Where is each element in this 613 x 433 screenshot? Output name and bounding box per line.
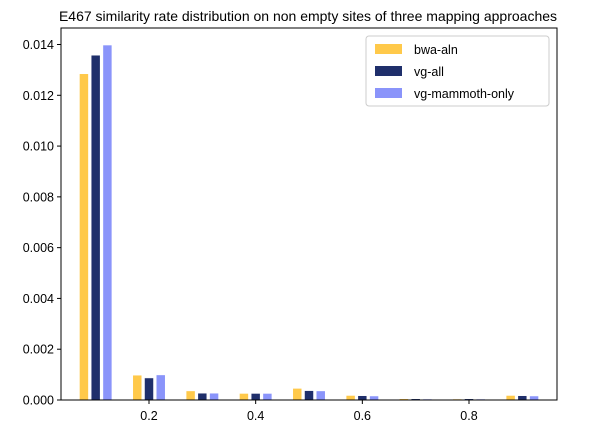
- bar-vg-all-1: [144, 377, 154, 401]
- axes-group: 0.000 0.002 0.004 0.006 0.008 0.010 0.012 0.014…: [23, 27, 558, 423]
- legend-label-vg-mammoth-only: vg-mammoth-only: [414, 87, 515, 101]
- bar-vg-mammoth-only-8: [529, 395, 539, 401]
- legend-swatch-vg-mammoth-only: [375, 88, 402, 98]
- legend-label-bwa-aln: bwa-aln: [414, 43, 458, 57]
- y-tick-label: 0.008: [23, 190, 54, 204]
- bar-bwa-aln-3: [239, 393, 249, 401]
- legend-box: [365, 35, 550, 107]
- legend-label-vg-all: vg-all: [414, 65, 444, 79]
- x-tick-label: 0.4: [247, 409, 264, 423]
- bar-bwa-aln-5: [345, 395, 356, 401]
- y-tick-label: 0.012: [23, 89, 54, 103]
- y-tick-label: 0.002: [23, 343, 54, 357]
- bar-vg-all-0: [90, 54, 101, 401]
- bar-vg-mammoth-only-3: [262, 393, 273, 401]
- bar-vg-mammoth-only-4: [315, 390, 326, 401]
- y-tick-label: 0.000: [23, 394, 54, 408]
- bar-vg-all-8: [517, 395, 528, 401]
- bar-bwa-aln-4: [292, 388, 303, 401]
- y-tick-label: 0.006: [23, 241, 54, 255]
- y-tick-label: 0.014: [23, 38, 54, 52]
- chart-title: E467 similarity rate distribution on non…: [59, 8, 557, 24]
- x-tick-label: 0.2: [140, 409, 157, 423]
- bar-bwa-aln-2: [185, 390, 196, 401]
- bar-bwa-aln-0: [79, 73, 89, 401]
- bar-vg-all-5: [357, 395, 368, 401]
- bar-bwa-aln-8: [505, 395, 516, 401]
- legend-swatch-bwa-aln: [375, 44, 402, 54]
- bar-vg-mammoth-only-2: [209, 392, 219, 401]
- x-tick-label: 0.8: [460, 409, 477, 423]
- bar-vg-all-2: [197, 392, 208, 401]
- bar-vg-all-4: [304, 390, 314, 401]
- legend-swatch-vg-all: [375, 66, 402, 76]
- bar-vg-mammoth-only-5: [369, 395, 379, 401]
- y-tick-label: 0.004: [23, 292, 54, 306]
- bar-vg-mammoth-only-0: [102, 44, 113, 401]
- bar-vg-all-3: [250, 393, 261, 401]
- x-tick-label: 0.6: [354, 409, 371, 423]
- bar-vg-mammoth-only-1: [155, 374, 166, 401]
- legend: bwa-aln vg-all vg-mammoth-only: [365, 35, 550, 107]
- bar-bwa-aln-1: [132, 374, 143, 401]
- y-tick-label: 0.010: [23, 140, 54, 154]
- plot-frame: [60, 27, 558, 401]
